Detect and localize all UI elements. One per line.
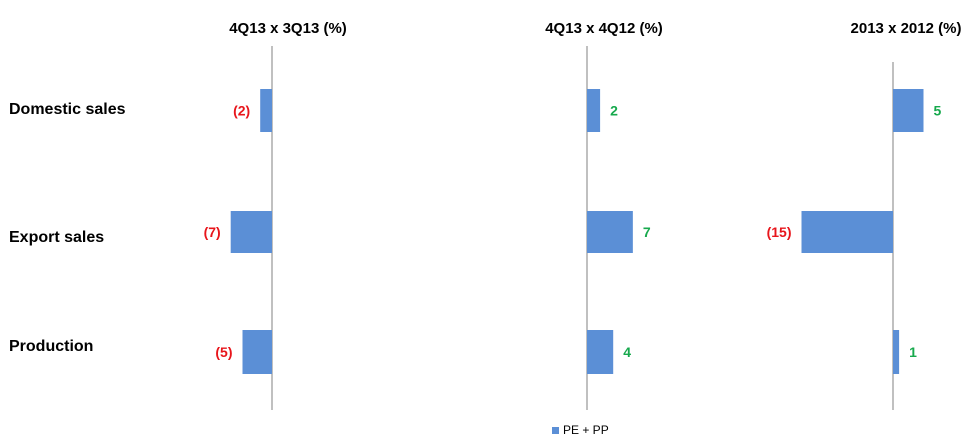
- bar: [242, 330, 272, 374]
- data-label: (5): [215, 344, 232, 360]
- category-label-export-sales: Export sales: [9, 229, 104, 246]
- data-label: 7: [643, 224, 651, 240]
- panel-title: 2013 x 2012 (%): [851, 20, 962, 37]
- bar: [587, 330, 614, 374]
- bar: [893, 89, 924, 132]
- panel-3: 2013 x 2012 (%) 5 (15) 1: [767, 20, 962, 410]
- category-label-production: Production: [9, 338, 93, 355]
- bar: [230, 211, 272, 253]
- panel-2: 4Q13 x 4Q12 (%) 2 7 4: [545, 20, 663, 410]
- data-label: 4: [623, 344, 631, 360]
- bar: [587, 89, 601, 132]
- data-label: (7): [204, 224, 221, 240]
- panel-title: 4Q13 x 3Q13 (%): [229, 20, 347, 37]
- data-label: 1: [909, 344, 917, 360]
- legend: PE + PP: [552, 423, 609, 437]
- category-labels: Domestic sales Export sales Production: [9, 101, 126, 355]
- legend-swatch: [552, 427, 559, 434]
- bar: [587, 211, 633, 253]
- legend-label: PE + PP: [563, 423, 609, 437]
- bar: [893, 330, 900, 374]
- bar: [801, 211, 893, 253]
- category-label-domestic-sales: Domestic sales: [9, 101, 126, 118]
- panel-1: 4Q13 x 3Q13 (%) (2) (7) (5): [204, 20, 347, 410]
- data-label: (15): [767, 224, 792, 240]
- panel-title: 4Q13 x 4Q12 (%): [545, 20, 663, 37]
- bar: [260, 89, 272, 132]
- chart-panels: 4Q13 x 3Q13 (%) (2) (7) (5) 4Q13 x 4Q12 (%) 2…: [204, 20, 962, 410]
- data-label: 5: [934, 103, 942, 119]
- data-label: 2: [610, 103, 618, 119]
- data-label: (2): [233, 103, 250, 119]
